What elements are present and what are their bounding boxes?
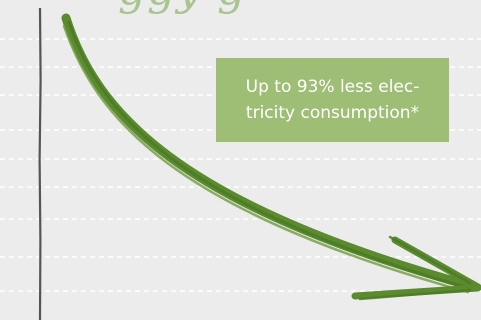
- decrease-arrow: [61, 13, 481, 301]
- vertical-axis: [38, 7, 42, 320]
- callout-box: Up to 93% less elec- tricity consumption…: [216, 58, 449, 142]
- callout-text: Up to 93% less elec- tricity consumption…: [245, 77, 420, 123]
- heading-fragment: ggy g: [118, 0, 246, 15]
